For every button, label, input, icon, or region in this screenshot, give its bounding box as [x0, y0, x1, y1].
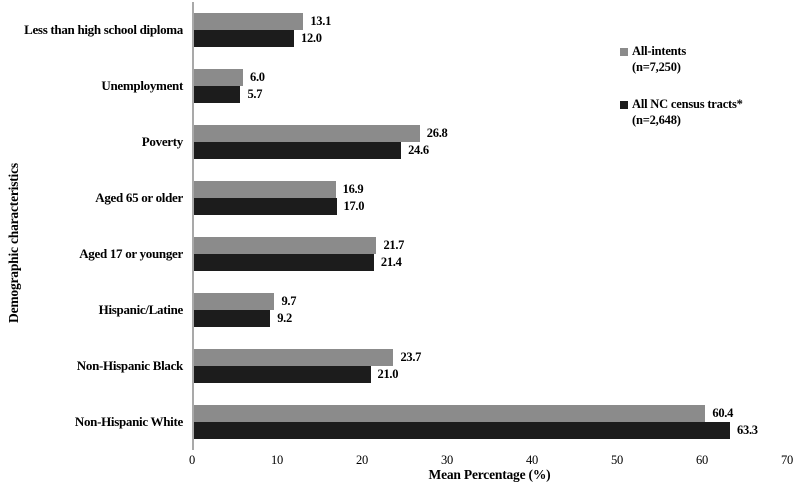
x-tick-label: 20 — [356, 453, 368, 467]
bar-line-nc-census: 12.0 — [192, 30, 787, 47]
bar-line-all-intents: 21.7 — [192, 237, 787, 254]
bar-line-all-intents: 23.7 — [192, 349, 787, 366]
legend-label: All-intents — [632, 44, 687, 58]
x-tick-label: 70 — [781, 453, 793, 467]
legend: All-intents (n=7,250) All NC census trac… — [620, 44, 743, 150]
legend-swatch-gray-icon — [620, 48, 628, 56]
legend-sublabel: (n=7,250) — [632, 59, 681, 74]
category-label: Less than high school diploma — [24, 21, 183, 37]
y-axis-line — [192, 2, 194, 450]
bar-line-nc-census: 9.2 — [192, 310, 787, 327]
value-label: 63.3 — [737, 423, 758, 437]
bar-pair: 21.7 21.4 — [192, 226, 787, 282]
bar-pair: 23.7 21.0 — [192, 338, 787, 394]
bar-nc-census — [192, 422, 731, 439]
bar-all-intents — [192, 405, 706, 422]
legend-text: All-intents (n=7,250) — [632, 44, 686, 75]
bar-line-nc-census: 63.3 — [192, 422, 787, 439]
bar-pair: 60.4 63.3 — [192, 394, 787, 450]
chart-row: Aged 65 or older 16.9 17.0 — [0, 170, 787, 226]
bar-nc-census — [192, 254, 374, 271]
x-tick-label: 40 — [526, 453, 538, 467]
category-label: Aged 65 or older — [95, 189, 183, 205]
chart-row: Non-Hispanic Black 23.7 21.0 — [0, 338, 787, 394]
chart-row: Hispanic/Latine 9.7 9.2 — [0, 282, 787, 338]
category-label: Non-Hispanic White — [74, 413, 183, 429]
x-tick-label: 30 — [441, 453, 453, 467]
bar-line-all-intents: 16.9 — [192, 181, 787, 198]
legend-item-nc-census-tracts: All NC census tracts* (n=2,648) — [620, 97, 743, 128]
value-label: 13.1 — [310, 14, 332, 28]
value-label: 17.0 — [343, 199, 365, 213]
bar-pair: 9.7 9.2 — [192, 282, 787, 338]
value-label: 26.8 — [426, 126, 448, 140]
x-tick-label: 0 — [189, 453, 195, 467]
x-tick-label: 60 — [696, 453, 708, 467]
chart-row: Non-Hispanic White 60.4 63.3 — [0, 394, 787, 450]
value-label: 23.7 — [400, 350, 422, 364]
bar-all-intents — [192, 349, 394, 366]
x-axis-title: Mean Percentage (%) — [428, 467, 551, 482]
category-label: Unemployment — [101, 77, 183, 93]
bar-line-all-intents: 9.7 — [192, 293, 787, 310]
value-label: 21.0 — [377, 367, 399, 381]
bar-line-all-intents: 6.0 — [192, 69, 787, 86]
chart-row: Less than high school diploma 13.1 12.0 — [0, 2, 787, 58]
bar-line-all-intents: 13.1 — [192, 13, 787, 30]
bar-all-intents — [192, 293, 275, 310]
value-label: 9.2 — [277, 311, 292, 325]
x-tick-label: 50 — [611, 453, 623, 467]
value-label: 21.4 — [380, 255, 402, 269]
bar-line-all-intents: 60.4 — [192, 405, 787, 422]
legend-label: All NC census tracts* — [632, 97, 743, 111]
bar-line-nc-census: 21.0 — [192, 366, 787, 383]
bar-all-intents — [192, 69, 243, 86]
category-label: Poverty — [141, 133, 184, 149]
plot-rows: Less than high school diploma 13.1 12.0 Une… — [0, 2, 787, 450]
bar-all-intents — [192, 237, 377, 254]
chart-row: Aged 17 or younger 21.7 21.4 — [0, 226, 787, 282]
bar-all-intents — [192, 125, 420, 142]
value-label: 12.0 — [301, 31, 322, 45]
bar-pair: 6.0 5.7 — [192, 58, 787, 114]
bar-nc-census — [192, 198, 337, 215]
bar-line-all-intents: 26.8 — [192, 125, 787, 142]
bar-line-nc-census: 21.4 — [192, 254, 787, 271]
value-label: 60.4 — [712, 406, 734, 420]
bar-pair: 13.1 12.0 — [192, 2, 787, 58]
legend-sublabel: (n=2,648) — [632, 112, 681, 127]
x-axis-ticks: 0 10 20 30 40 50 60 70 — [189, 453, 793, 468]
value-label: 16.9 — [342, 182, 364, 196]
category-label: Aged 17 or younger — [79, 245, 183, 261]
bar-nc-census — [192, 142, 402, 159]
category-label: Hispanic/Latine — [98, 301, 184, 317]
value-label: 5.7 — [247, 87, 263, 101]
value-label: 9.7 — [281, 294, 297, 308]
legend-swatch-black-icon — [620, 101, 628, 109]
bar-nc-census — [192, 30, 294, 47]
bar-line-nc-census: 5.7 — [192, 86, 787, 103]
value-label: 21.7 — [383, 238, 405, 252]
bar-nc-census — [192, 366, 371, 383]
x-tick-label: 10 — [271, 453, 283, 467]
chart-row: Poverty 26.8 24.6 — [0, 114, 787, 170]
chart-row: Unemployment 6.0 5.7 — [0, 58, 787, 114]
bar-line-nc-census: 17.0 — [192, 198, 787, 215]
value-label: 24.6 — [408, 143, 429, 157]
bar-all-intents — [192, 181, 336, 198]
category-label: Non-Hispanic Black — [76, 357, 184, 373]
legend-item-all-intents: All-intents (n=7,250) — [620, 44, 743, 75]
value-label: 6.0 — [250, 70, 265, 84]
bar-pair: 26.8 24.6 — [192, 114, 787, 170]
bar-line-nc-census: 24.6 — [192, 142, 787, 159]
bar-all-intents — [192, 13, 304, 30]
bar-nc-census — [192, 310, 271, 327]
legend-text: All NC census tracts* (n=2,648) — [632, 97, 743, 128]
bar-pair: 16.9 17.0 — [192, 170, 787, 226]
bar-nc-census — [192, 86, 241, 103]
